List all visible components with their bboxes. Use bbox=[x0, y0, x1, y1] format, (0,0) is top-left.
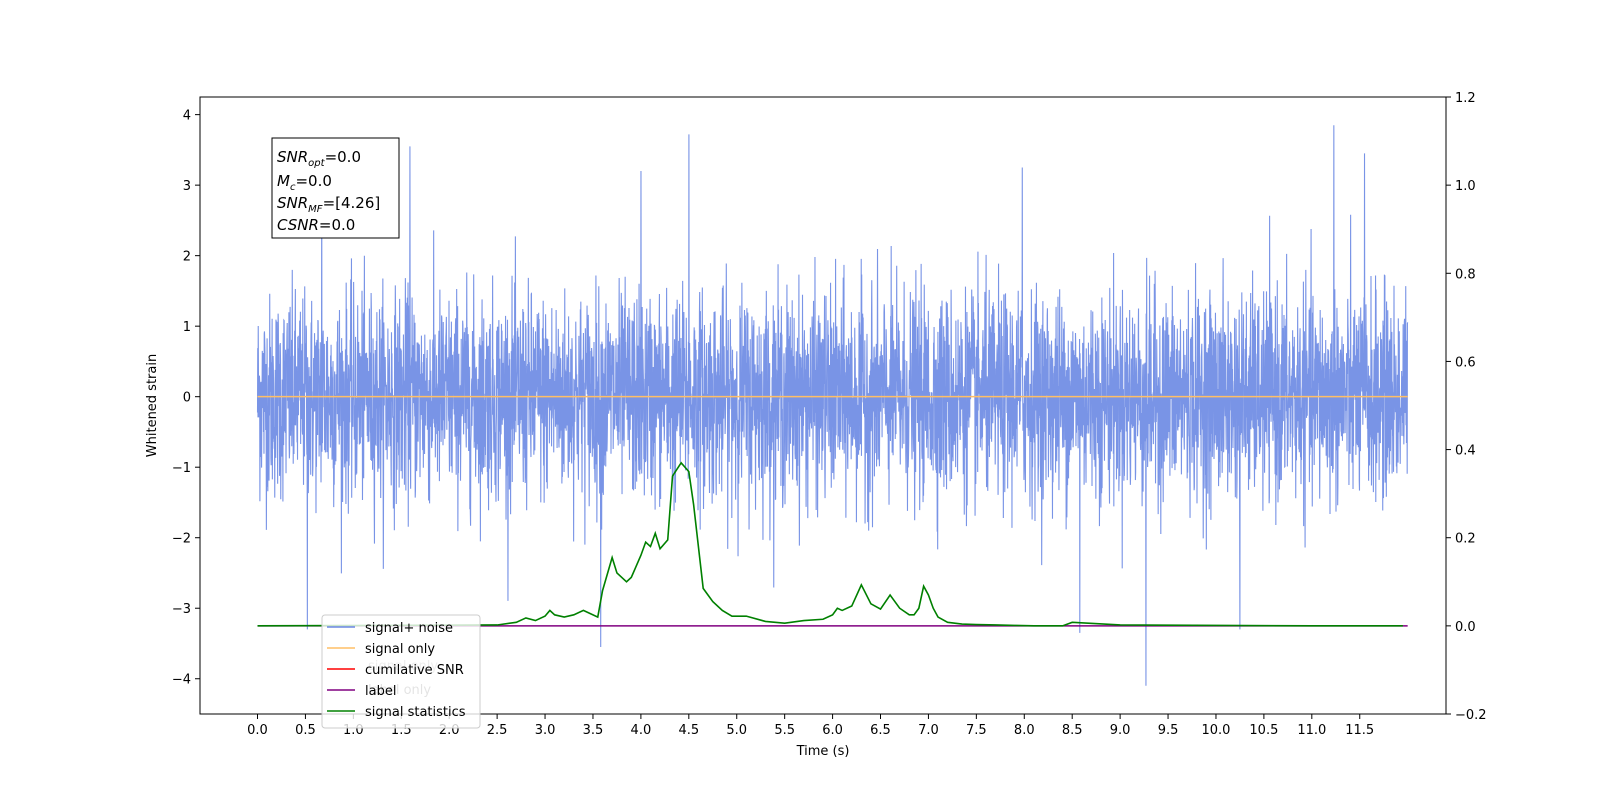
legend-entry: signal+ noise bbox=[365, 621, 453, 636]
x-tick-label: 6.0 bbox=[822, 723, 843, 738]
x-tick-label: 10.0 bbox=[1201, 723, 1230, 738]
plot-frame bbox=[199, 96, 1447, 715]
x-tick-label: 7.5 bbox=[966, 723, 987, 738]
x-tick-label: 3.5 bbox=[583, 723, 604, 738]
y2-tick-label: 0.2 bbox=[1455, 532, 1476, 547]
x-tick-label: 6.5 bbox=[870, 723, 891, 738]
noise-series bbox=[256, 125, 1409, 686]
x-tick-label: 4.5 bbox=[678, 723, 699, 738]
snr-mf-text: SNRMF=[4.26] bbox=[277, 194, 380, 215]
x-tick-label: 0.0 bbox=[247, 723, 268, 738]
legend-box bbox=[321, 614, 481, 729]
y-tick-label: 0 bbox=[183, 391, 191, 406]
y-tick-label: 3 bbox=[183, 179, 191, 194]
x-tick-label: 8.0 bbox=[1014, 723, 1035, 738]
y2-tick-label: −0.2 bbox=[1455, 708, 1487, 723]
x-tick-label: 5.5 bbox=[774, 723, 795, 738]
x-tick-label: 0.5 bbox=[295, 723, 316, 738]
x-axis-label: Time (s) bbox=[796, 744, 850, 759]
y-axis-label: Whitened strain bbox=[145, 354, 160, 457]
y-tick-label: −4 bbox=[172, 673, 191, 688]
y2-ticks: −0.2 0.0 0.2 0.4 0.6 0.8 1.0 1.2 bbox=[1446, 91, 1487, 723]
x-tick-label: 11.0 bbox=[1297, 723, 1326, 738]
y2-tick-label: 1.0 bbox=[1455, 179, 1476, 194]
signal-statistics-line bbox=[257, 461, 1403, 627]
x-tick-label: 3.0 bbox=[535, 723, 556, 738]
legend: signal+ noise signal only cumilative SNR la… bbox=[321, 614, 481, 729]
noise-line bbox=[256, 125, 1409, 686]
y2-tick-label: 0.4 bbox=[1455, 444, 1476, 459]
y2-tick-label: 1.2 bbox=[1455, 91, 1476, 106]
x-tick-label: 9.5 bbox=[1158, 723, 1179, 738]
x-tick-label: 8.5 bbox=[1062, 723, 1083, 738]
x-tick-label: 9.0 bbox=[1110, 723, 1131, 738]
legend-entry: signal only bbox=[365, 642, 435, 657]
x-tick-label: 2.5 bbox=[487, 723, 508, 738]
y-tick-label: 1 bbox=[183, 320, 191, 335]
y-tick-label: −2 bbox=[172, 532, 191, 547]
legend-entry: label bbox=[365, 684, 396, 699]
x-tick-label: 10.5 bbox=[1249, 723, 1278, 738]
y-ticks: −4 −3 −2 −1 0 1 2 3 4 bbox=[172, 109, 200, 688]
y2-tick-label: 0.0 bbox=[1455, 620, 1476, 635]
legend-entry: cumilative SNR bbox=[365, 663, 464, 678]
y-tick-label: −1 bbox=[172, 461, 191, 476]
x-tick-label: 11.5 bbox=[1345, 723, 1374, 738]
x-tick-label: 4.0 bbox=[631, 723, 652, 738]
y-tick-label: −3 bbox=[172, 602, 191, 617]
y2-tick-label: 0.6 bbox=[1455, 355, 1476, 370]
y-tick-label: 4 bbox=[183, 109, 191, 124]
x-tick-label: 5.0 bbox=[726, 723, 747, 738]
annotation-box: SNRopt=0.0 Mc=0.0 SNRMF=[4.26] CSNR=0.0 bbox=[271, 137, 400, 239]
x-tick-label: 7.0 bbox=[918, 723, 939, 738]
snr-opt-text: SNRopt=0.0 bbox=[277, 148, 361, 169]
csnr-text: CSNR=0.0 bbox=[277, 216, 355, 234]
y2-tick-label: 0.8 bbox=[1455, 267, 1476, 282]
legend-entry: signal statistics bbox=[365, 705, 466, 720]
y-tick-label: 2 bbox=[183, 250, 191, 265]
mc-text: Mc=0.0 bbox=[277, 172, 332, 193]
